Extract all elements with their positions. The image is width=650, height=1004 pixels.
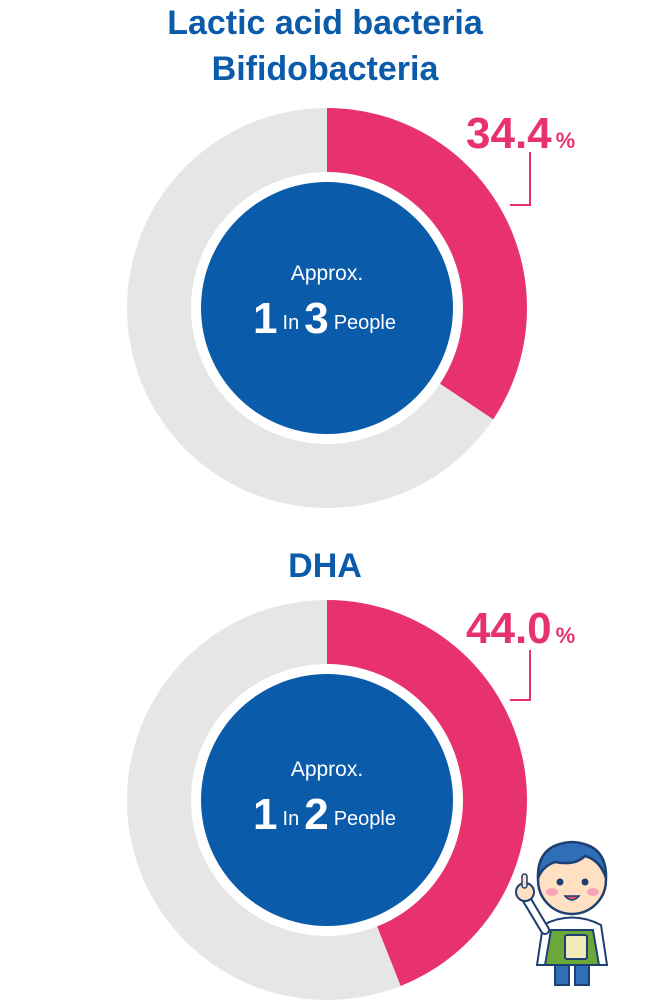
chart1-center-text: Approx. 1 In 3 People: [202, 262, 452, 344]
chart2-percent-label: 44.0%: [466, 607, 575, 651]
chart1-title-line1: Lactic acid bacteria: [167, 4, 483, 42]
chart2-ratio-numerator: 1: [253, 790, 278, 839]
chart1-approx-label: Approx.: [290, 262, 364, 285]
chart2-center-text: Approx. 1 In 2 People: [202, 758, 452, 840]
chart1-percent-label: 34.4%: [466, 112, 575, 156]
chart2-title: DHA: [288, 547, 362, 585]
chart1-ratio-denominator: 3: [304, 294, 329, 343]
callout-line-1: [510, 152, 531, 206]
chart2-in-label: In: [282, 808, 300, 830]
donut-chart-2: [127, 600, 528, 1001]
chart1-percent-unit: %: [555, 128, 576, 153]
chart1-percent-value: 34.4: [466, 109, 552, 158]
chart1-center-disc: [201, 182, 453, 434]
chart1-title-line2: Bifidobacteria: [211, 50, 439, 88]
boy-mascot-pointing-icon: [515, 840, 609, 986]
chart1-people-label: People: [333, 312, 396, 334]
callout-line-2: [510, 650, 531, 701]
chart2-approx-label: Approx.: [290, 758, 364, 781]
chart1-in-label: In: [282, 312, 300, 334]
donut-chart-1: [126, 108, 527, 508]
chart1-ratio-numerator: 1: [253, 294, 278, 343]
chart2-people-label: People: [333, 808, 396, 830]
chart2-percent-value: 44.0: [466, 604, 552, 653]
chart2-ratio-denominator: 2: [304, 790, 329, 839]
chart2-center-disc: [201, 674, 453, 926]
chart2-percent-unit: %: [555, 623, 576, 648]
